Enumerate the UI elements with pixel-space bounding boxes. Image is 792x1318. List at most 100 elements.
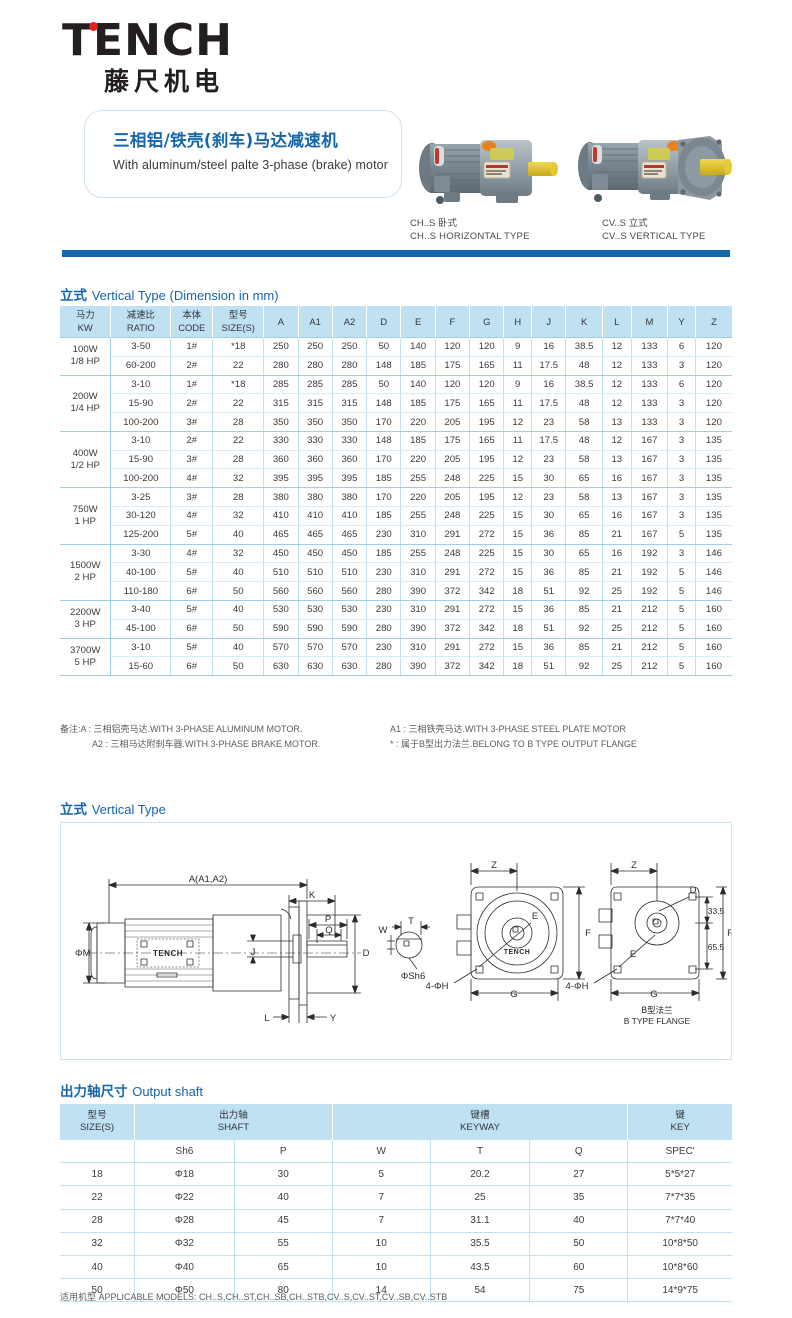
output-shaft-table-head: 型号 SIZE(S) 出力轴 SHAFT 键槽 KEYWAY 键 KEY xyxy=(60,1104,732,1140)
cell-code: 1# xyxy=(170,375,214,395)
cell-j: 23 xyxy=(531,412,567,432)
cell-f: 291 xyxy=(435,525,471,545)
cell-z: 135 xyxy=(695,450,732,470)
cell-k: 38.5 xyxy=(565,337,603,357)
cell-code: 4# xyxy=(170,468,214,489)
cell-l: 12 xyxy=(602,393,632,414)
col-header-en: SIZE(S) xyxy=(221,321,255,333)
cell-g: 342 xyxy=(469,619,505,639)
dim-label-65-5: 65.5 xyxy=(708,942,725,952)
cell-a1: 315 xyxy=(298,393,333,414)
dim-label-p: P xyxy=(325,914,331,925)
cell-d: 50 xyxy=(366,375,402,395)
cell-size: 28 xyxy=(60,1209,136,1233)
brand-wordmark: TENCH xyxy=(62,18,382,64)
table-header-row: 型号 SIZE(S) 出力轴 SHAFT 键槽 KEYWAY 键 KEY xyxy=(60,1104,732,1140)
cell-m: 212 xyxy=(631,638,669,658)
table-row: 100-200 3# 28 350 350 350 170 220 205 195 12 23 58 13… xyxy=(60,412,732,432)
cell-j: 23 xyxy=(531,487,567,508)
cell-g: 120 xyxy=(469,337,505,357)
cell-k: 58 xyxy=(565,450,603,470)
cell-sh6: Φ18 xyxy=(134,1162,235,1187)
col-header-cn: 马力 xyxy=(75,310,95,321)
cell-q: 75 xyxy=(529,1278,629,1303)
cell-k: 85 xyxy=(565,600,603,620)
cell-size(s): 40 xyxy=(212,638,265,658)
cell-e: 390 xyxy=(400,581,436,601)
cell-j: 17.5 xyxy=(531,393,567,414)
table-subheader-row: Sh6 P W T Q SPEC' xyxy=(60,1140,732,1164)
cell-q: 35 xyxy=(529,1185,629,1210)
shaft-col-header-en: KEYWAY xyxy=(460,1122,501,1133)
cell-l: 25 xyxy=(602,581,632,601)
cell-k: 38.5 xyxy=(565,375,603,395)
dim-label-k: K xyxy=(309,890,316,901)
hero-title-cn: 三相铝/铁壳(刹车)马达减速机 xyxy=(113,131,339,150)
footnote-right: * : 属于B型出力法兰.BELONG TO B TYPE OUTPUT FLA… xyxy=(390,738,637,749)
cell-code: 4# xyxy=(170,506,214,526)
dimension-table-head: 马力 KW 减速比 RATIO 本体 CODE 型号 SIZE(S) A A1 A2 D E F G H J K L… xyxy=(60,306,732,338)
col-header-a: A xyxy=(263,306,299,338)
cell-a2: 380 xyxy=(332,487,368,508)
cell-size(s): 22 xyxy=(212,431,265,451)
cell-code: 5# xyxy=(170,600,214,620)
cell-d: 280 xyxy=(366,656,402,677)
cell-a: 395 xyxy=(263,468,299,489)
cell-e: 220 xyxy=(400,450,436,470)
dim-label-f: F xyxy=(727,928,731,939)
footnote-left: 备注:A : 三相铝壳马达.WITH 3-PHASE ALUMINUM MOTO… xyxy=(60,724,303,734)
cell-spec: 10*8*60 xyxy=(627,1255,732,1280)
cell-j: 51 xyxy=(531,619,567,639)
shaft-col-header-cn: 型号 xyxy=(87,1110,107,1121)
table-row: 40-100 5# 40 510 510 510 230 310 291 272 15 36 85 21 1… xyxy=(60,562,732,583)
cell-z: 120 xyxy=(695,356,732,376)
cell-k: 58 xyxy=(565,487,603,508)
col-header-e: E xyxy=(400,306,436,338)
brand-logo: TENCH 藤尺机电 xyxy=(62,18,382,97)
cell-a: 465 xyxy=(263,525,299,545)
cell-a1: 410 xyxy=(298,506,333,526)
cell-e: 255 xyxy=(400,506,436,526)
cell-size(s): 50 xyxy=(212,619,265,639)
cell-d: 230 xyxy=(366,638,402,658)
footnote-row: 备注:A : 三相铝壳马达.WITH 3-PHASE ALUMINUM MOTO… xyxy=(60,722,732,737)
dim-label-l: L xyxy=(264,1013,269,1024)
cell-f: 205 xyxy=(435,412,471,432)
cell-code: 3# xyxy=(170,412,214,432)
cell-a2: 395 xyxy=(332,468,368,489)
cell-size(s): 32 xyxy=(212,506,265,526)
cell-a: 510 xyxy=(263,562,299,583)
cell-ratio: 100-200 xyxy=(110,412,172,432)
brand-name: TENCH xyxy=(62,15,234,66)
cell-t: 54 xyxy=(430,1278,531,1303)
cell-size(s): 40 xyxy=(212,525,265,545)
drawing-brand-logo: TENCH xyxy=(153,949,183,958)
vertical-gear-motor-photo xyxy=(578,136,732,202)
cell-f: 120 xyxy=(435,337,471,357)
cell-z: 160 xyxy=(695,638,732,658)
dim-label-t: T xyxy=(408,916,414,927)
table-row: 2200W 3 HP 3-40 5# 40 530 530 530 230 310 291 272 1… xyxy=(60,600,732,639)
cell-p: 45 xyxy=(234,1209,333,1233)
cell-h: 18 xyxy=(503,656,533,677)
cell-a: 280 xyxy=(263,356,299,376)
cell-z: 135 xyxy=(695,506,732,526)
cell-size: 40 xyxy=(60,1255,136,1280)
subheader-t: T xyxy=(430,1140,531,1164)
cell-a1: 360 xyxy=(298,450,333,470)
cell-g: 165 xyxy=(469,431,505,451)
col-header-en: E xyxy=(414,315,422,327)
col-header-en: F xyxy=(449,315,456,327)
shaft-col-header-cn: 出力轴 xyxy=(219,1110,248,1121)
cell-ratio: 15-90 xyxy=(110,450,172,470)
col-header-en: KW xyxy=(77,321,93,333)
cell-code: 2# xyxy=(170,356,214,376)
cell-q: 60 xyxy=(529,1255,629,1280)
col-header-cn: 型号 xyxy=(228,310,248,321)
dimension-table: 马力 KW 减速比 RATIO 本体 CODE 型号 SIZE(S) A A1 A2 D E F G H J K L… xyxy=(60,306,732,677)
cell-e: 390 xyxy=(400,619,436,639)
cell-l: 25 xyxy=(602,656,632,677)
cell-l: 13 xyxy=(602,450,632,470)
hero-title-box: 三相铝/铁壳(刹车)马达减速机 With aluminum/steel palt… xyxy=(84,110,402,198)
cell-a1: 285 xyxy=(298,375,333,395)
